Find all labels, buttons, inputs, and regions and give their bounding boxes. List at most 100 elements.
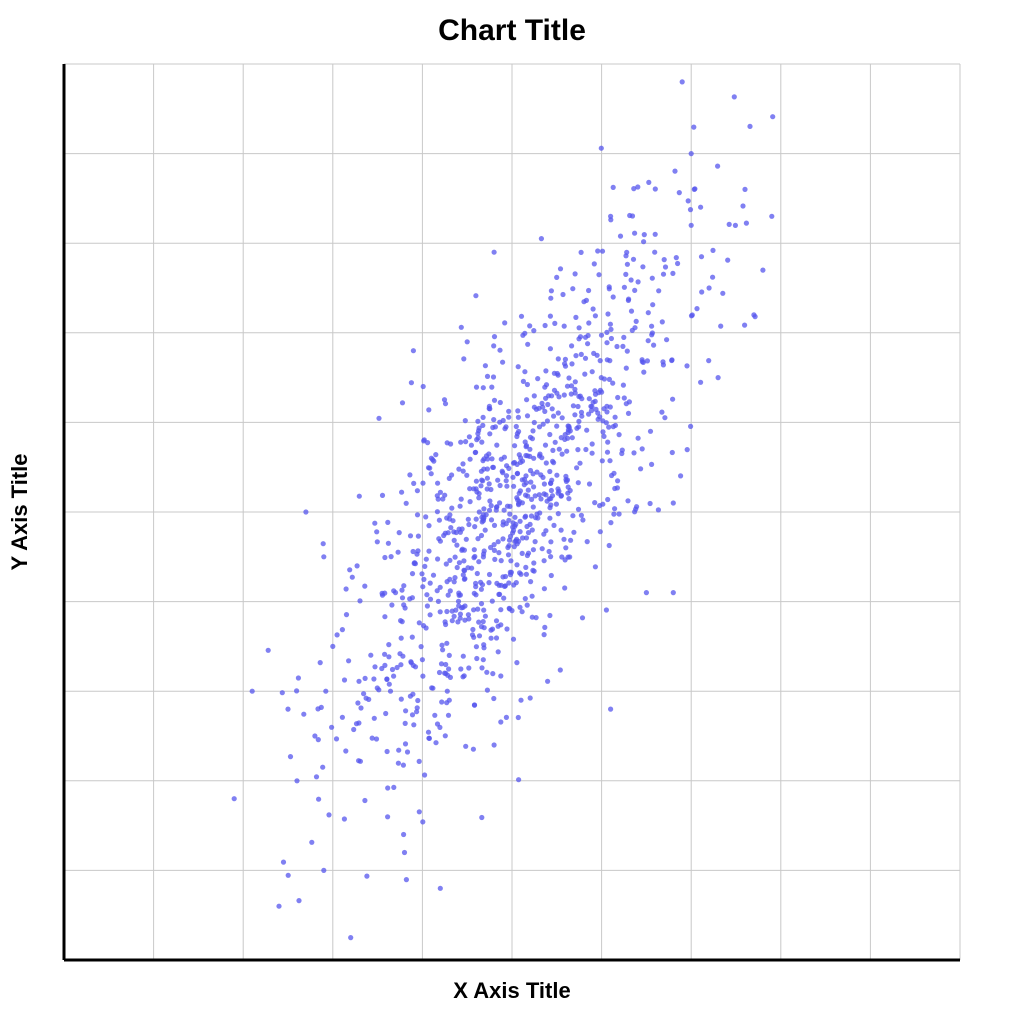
data-point [484,475,490,481]
data-point [401,849,408,856]
y-axis-title: Y Axis Title [7,453,32,571]
data-point [416,620,422,626]
data-point [694,306,700,312]
data-point [517,488,524,494]
data-point [476,495,482,501]
data-point [570,286,576,292]
data-point [414,705,420,711]
data-point [531,568,537,574]
data-point [434,509,440,515]
data-point [497,419,503,425]
data-point [395,760,401,766]
data-point [426,407,432,413]
data-point [562,356,569,362]
data-point [487,498,493,504]
data-point [487,431,493,437]
data-point [479,439,485,445]
data-point [475,418,481,424]
data-point [569,435,575,441]
data-point [446,516,453,522]
data-point [558,435,564,441]
data-point [481,506,487,512]
data-point [647,428,654,434]
data-point [492,556,498,563]
data-point [425,729,432,735]
data-point [415,533,421,539]
data-point [497,482,503,489]
data-point [589,441,595,447]
data-point [547,313,554,319]
data-point [421,438,427,444]
data-point [372,520,378,526]
data-point [556,446,562,452]
data-point [427,465,433,471]
data-point [433,452,439,458]
data-point [504,483,510,489]
data-point [731,94,737,100]
data-point [425,440,431,446]
data-point [597,358,603,364]
data-point [592,398,598,404]
data-point [517,570,523,576]
data-point [520,332,526,338]
data-point [466,521,472,528]
data-point [376,415,382,421]
data-point [515,408,521,414]
data-point [510,636,517,642]
data-point [476,559,482,565]
data-point [623,271,629,277]
data-point [461,356,467,362]
data-point [388,554,394,560]
data-point [604,340,610,346]
data-point [231,796,237,802]
data-point [330,643,336,650]
data-point [401,831,407,838]
data-point [592,564,599,570]
data-point [396,747,402,753]
data-point [482,613,488,619]
data-point [481,515,487,521]
data-point [650,302,656,308]
data-point [525,341,531,347]
data-point [584,427,590,433]
data-point [320,541,326,547]
data-point [339,714,345,720]
data-point [362,583,368,589]
data-point [384,748,390,755]
data-point [503,473,510,479]
data-point [670,590,676,596]
data-point [570,403,577,409]
data-point [490,671,496,677]
data-point [321,554,327,560]
data-point [392,590,399,596]
data-point [528,513,535,519]
data-point [530,428,536,434]
data-point [506,408,512,414]
data-point [474,570,480,577]
data-point [447,588,453,594]
data-point [514,562,520,568]
data-point [383,710,389,717]
data-point [611,470,617,476]
data-point [635,279,641,285]
data-point [652,231,658,237]
data-point [449,505,455,511]
data-point [391,784,397,791]
data-point [548,487,555,494]
data-point [496,582,502,588]
data-point [572,412,578,418]
data-point [449,618,455,624]
data-point [458,496,464,502]
data-point [481,551,487,557]
data-point [372,664,378,670]
data-point [444,608,450,615]
data-point [346,658,352,664]
data-point [460,653,466,659]
data-point [446,666,452,672]
data-point [689,312,695,318]
data-point [276,903,282,909]
data-point [456,560,462,566]
data-point [632,509,638,515]
data-point [529,496,535,502]
data-point [386,654,392,660]
